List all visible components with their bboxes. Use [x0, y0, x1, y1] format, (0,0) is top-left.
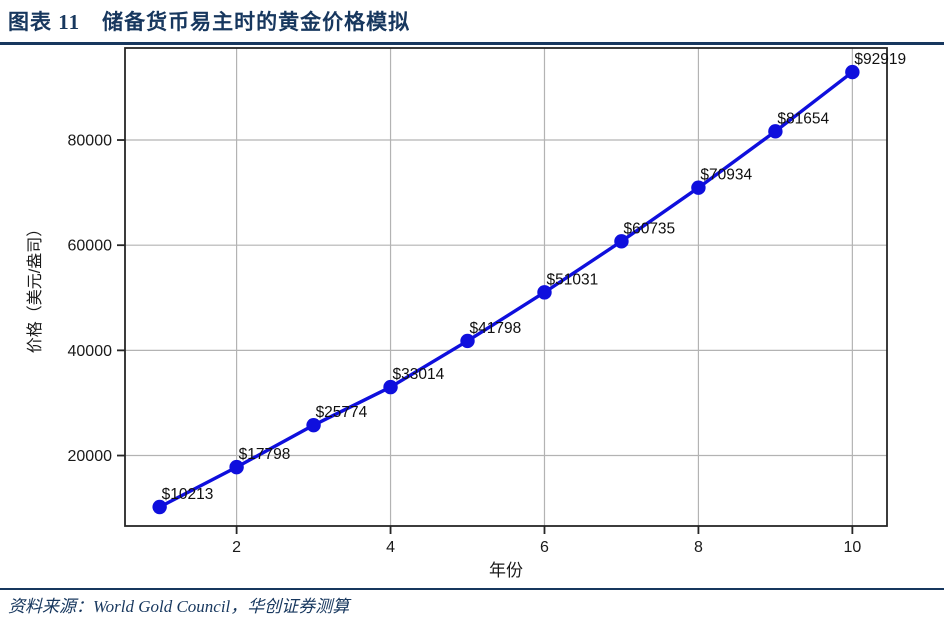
data-point [460, 333, 475, 349]
point-label: $41798 [470, 320, 522, 337]
point-label: $25774 [316, 404, 368, 421]
source-note: 资料来源：World Gold Council，华创证券测算 [8, 597, 350, 616]
point-label: $10213 [162, 486, 214, 503]
x-tick-label: 4 [386, 539, 395, 556]
y-tick-label: 80000 [68, 133, 113, 150]
y-tick-label: 60000 [68, 238, 113, 255]
price-line [157, 70, 855, 509]
data-point [306, 417, 321, 433]
data-point [383, 379, 398, 395]
point-label: $70934 [700, 167, 752, 184]
plot-border [124, 47, 888, 527]
x-tick-label: 8 [694, 539, 703, 556]
data-point [768, 124, 783, 139]
data-point [691, 180, 706, 195]
data-point [537, 285, 552, 300]
point-label: $81654 [777, 110, 829, 127]
y-tick-label: 40000 [68, 343, 113, 360]
point-label: $92919 [854, 51, 906, 68]
figure-title: 图表 11 储备货币易主时的黄金价格模拟 [8, 10, 411, 34]
x-tick-label: 10 [843, 539, 861, 556]
x-axis-title: 年份 [489, 561, 523, 580]
point-label: $51031 [546, 271, 598, 288]
data-point [614, 234, 629, 249]
data-point [229, 459, 244, 475]
data-point [152, 499, 167, 515]
point-label: $17798 [239, 446, 291, 463]
title-divider [0, 42, 944, 45]
point-label: $33014 [393, 366, 445, 383]
point-label: $60735 [623, 220, 675, 237]
x-tick-label: 6 [540, 539, 549, 556]
y-tick-label: 20000 [68, 448, 113, 465]
x-tick-label: 2 [232, 539, 241, 556]
y-axis-title: 价格（美元/盎司） [26, 221, 44, 353]
data-point [845, 64, 860, 80]
footer-divider [0, 588, 944, 590]
